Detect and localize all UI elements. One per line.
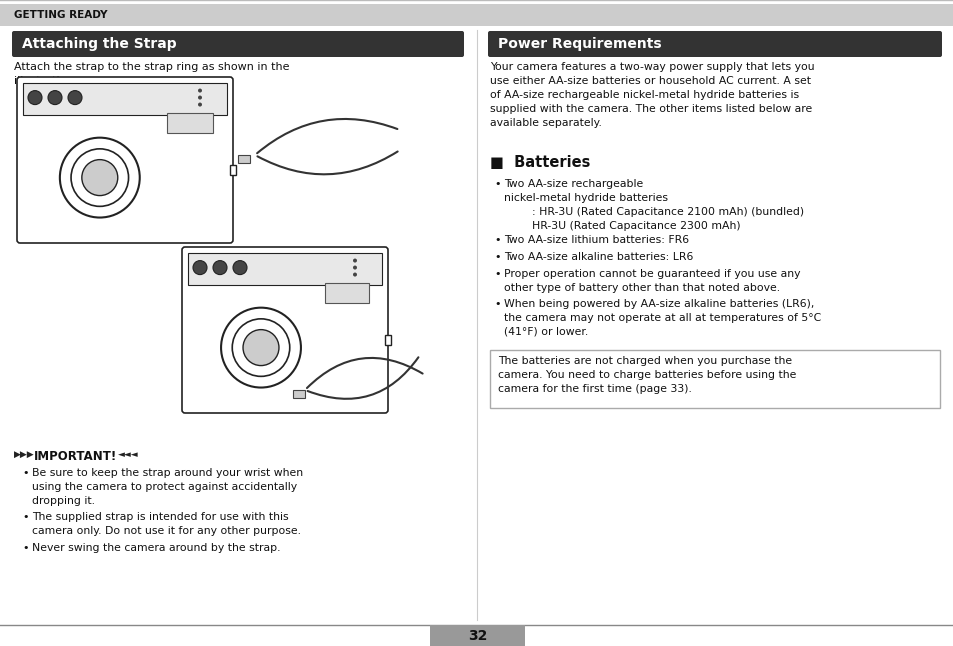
Circle shape	[353, 258, 356, 262]
Circle shape	[198, 103, 202, 107]
Bar	[23, 83, 227, 115]
Bar	[490, 350, 939, 408]
Text: •: •	[494, 269, 500, 279]
Text: Your camera features a two-way power supply that lets you
use either AA-size bat: Your camera features a two-way power sup…	[490, 62, 814, 128]
Circle shape	[233, 260, 247, 275]
Text: IMPORTANT!: IMPORTANT!	[34, 450, 117, 463]
Text: GETTING READY: GETTING READY	[14, 10, 108, 20]
Circle shape	[353, 266, 356, 269]
Text: Be sure to keep the strap around your wrist when
using the camera to protect aga: Be sure to keep the strap around your wr…	[32, 468, 303, 506]
Text: •: •	[494, 299, 500, 309]
Text: •: •	[22, 543, 29, 553]
Text: ◄◄◄: ◄◄◄	[118, 450, 138, 459]
FancyBboxPatch shape	[488, 31, 941, 57]
Bar	[293, 390, 305, 398]
Text: •: •	[22, 512, 29, 522]
Text: Attaching the Strap: Attaching the Strap	[22, 37, 176, 51]
Circle shape	[28, 90, 42, 105]
Circle shape	[353, 273, 356, 276]
Circle shape	[82, 160, 117, 196]
Text: •: •	[494, 252, 500, 262]
FancyBboxPatch shape	[12, 31, 463, 57]
Bar	[430, 625, 524, 646]
Bar	[385, 335, 391, 345]
Circle shape	[68, 90, 82, 105]
Text: •: •	[494, 179, 500, 189]
FancyBboxPatch shape	[17, 77, 233, 243]
Circle shape	[193, 260, 207, 275]
Text: Proper operation cannot be guaranteed if you use any
other type of battery other: Proper operation cannot be guaranteed if…	[503, 269, 800, 293]
Text: Power Requirements: Power Requirements	[497, 37, 661, 51]
Text: When being powered by AA-size alkaline batteries (LR6),
the camera may not opera: When being powered by AA-size alkaline b…	[503, 299, 821, 337]
Text: ■  Batteries: ■ Batteries	[490, 155, 590, 170]
Bar	[237, 155, 250, 163]
Text: Two AA-size rechargeable
nickel-metal hydride batteries
        : HR-3U (Rated C: Two AA-size rechargeable nickel-metal hy…	[503, 179, 803, 231]
Bar	[325, 283, 369, 303]
Bar	[167, 113, 213, 133]
Text: The batteries are not charged when you purchase the
camera. You need to charge b: The batteries are not charged when you p…	[497, 356, 796, 394]
Text: Two AA-size lithium batteries: FR6: Two AA-size lithium batteries: FR6	[503, 235, 688, 245]
Circle shape	[198, 96, 202, 99]
Bar	[230, 165, 235, 175]
Text: •: •	[494, 235, 500, 245]
Text: Attach the strap to the strap ring as shown in the
illustration.: Attach the strap to the strap ring as sh…	[14, 62, 289, 86]
Text: ▶▶▶: ▶▶▶	[14, 450, 34, 459]
Text: 32: 32	[467, 629, 487, 643]
Bar	[188, 253, 381, 285]
Text: Never swing the camera around by the strap.: Never swing the camera around by the str…	[32, 543, 280, 553]
Circle shape	[48, 90, 62, 105]
Circle shape	[213, 260, 227, 275]
Bar	[0, 4, 953, 26]
Text: The supplied strap is intended for use with this
camera only. Do not use it for : The supplied strap is intended for use w…	[32, 512, 301, 536]
FancyBboxPatch shape	[182, 247, 388, 413]
Circle shape	[243, 329, 278, 366]
Text: Two AA-size alkaline batteries: LR6: Two AA-size alkaline batteries: LR6	[503, 252, 693, 262]
Circle shape	[198, 89, 202, 92]
Text: •: •	[22, 468, 29, 478]
